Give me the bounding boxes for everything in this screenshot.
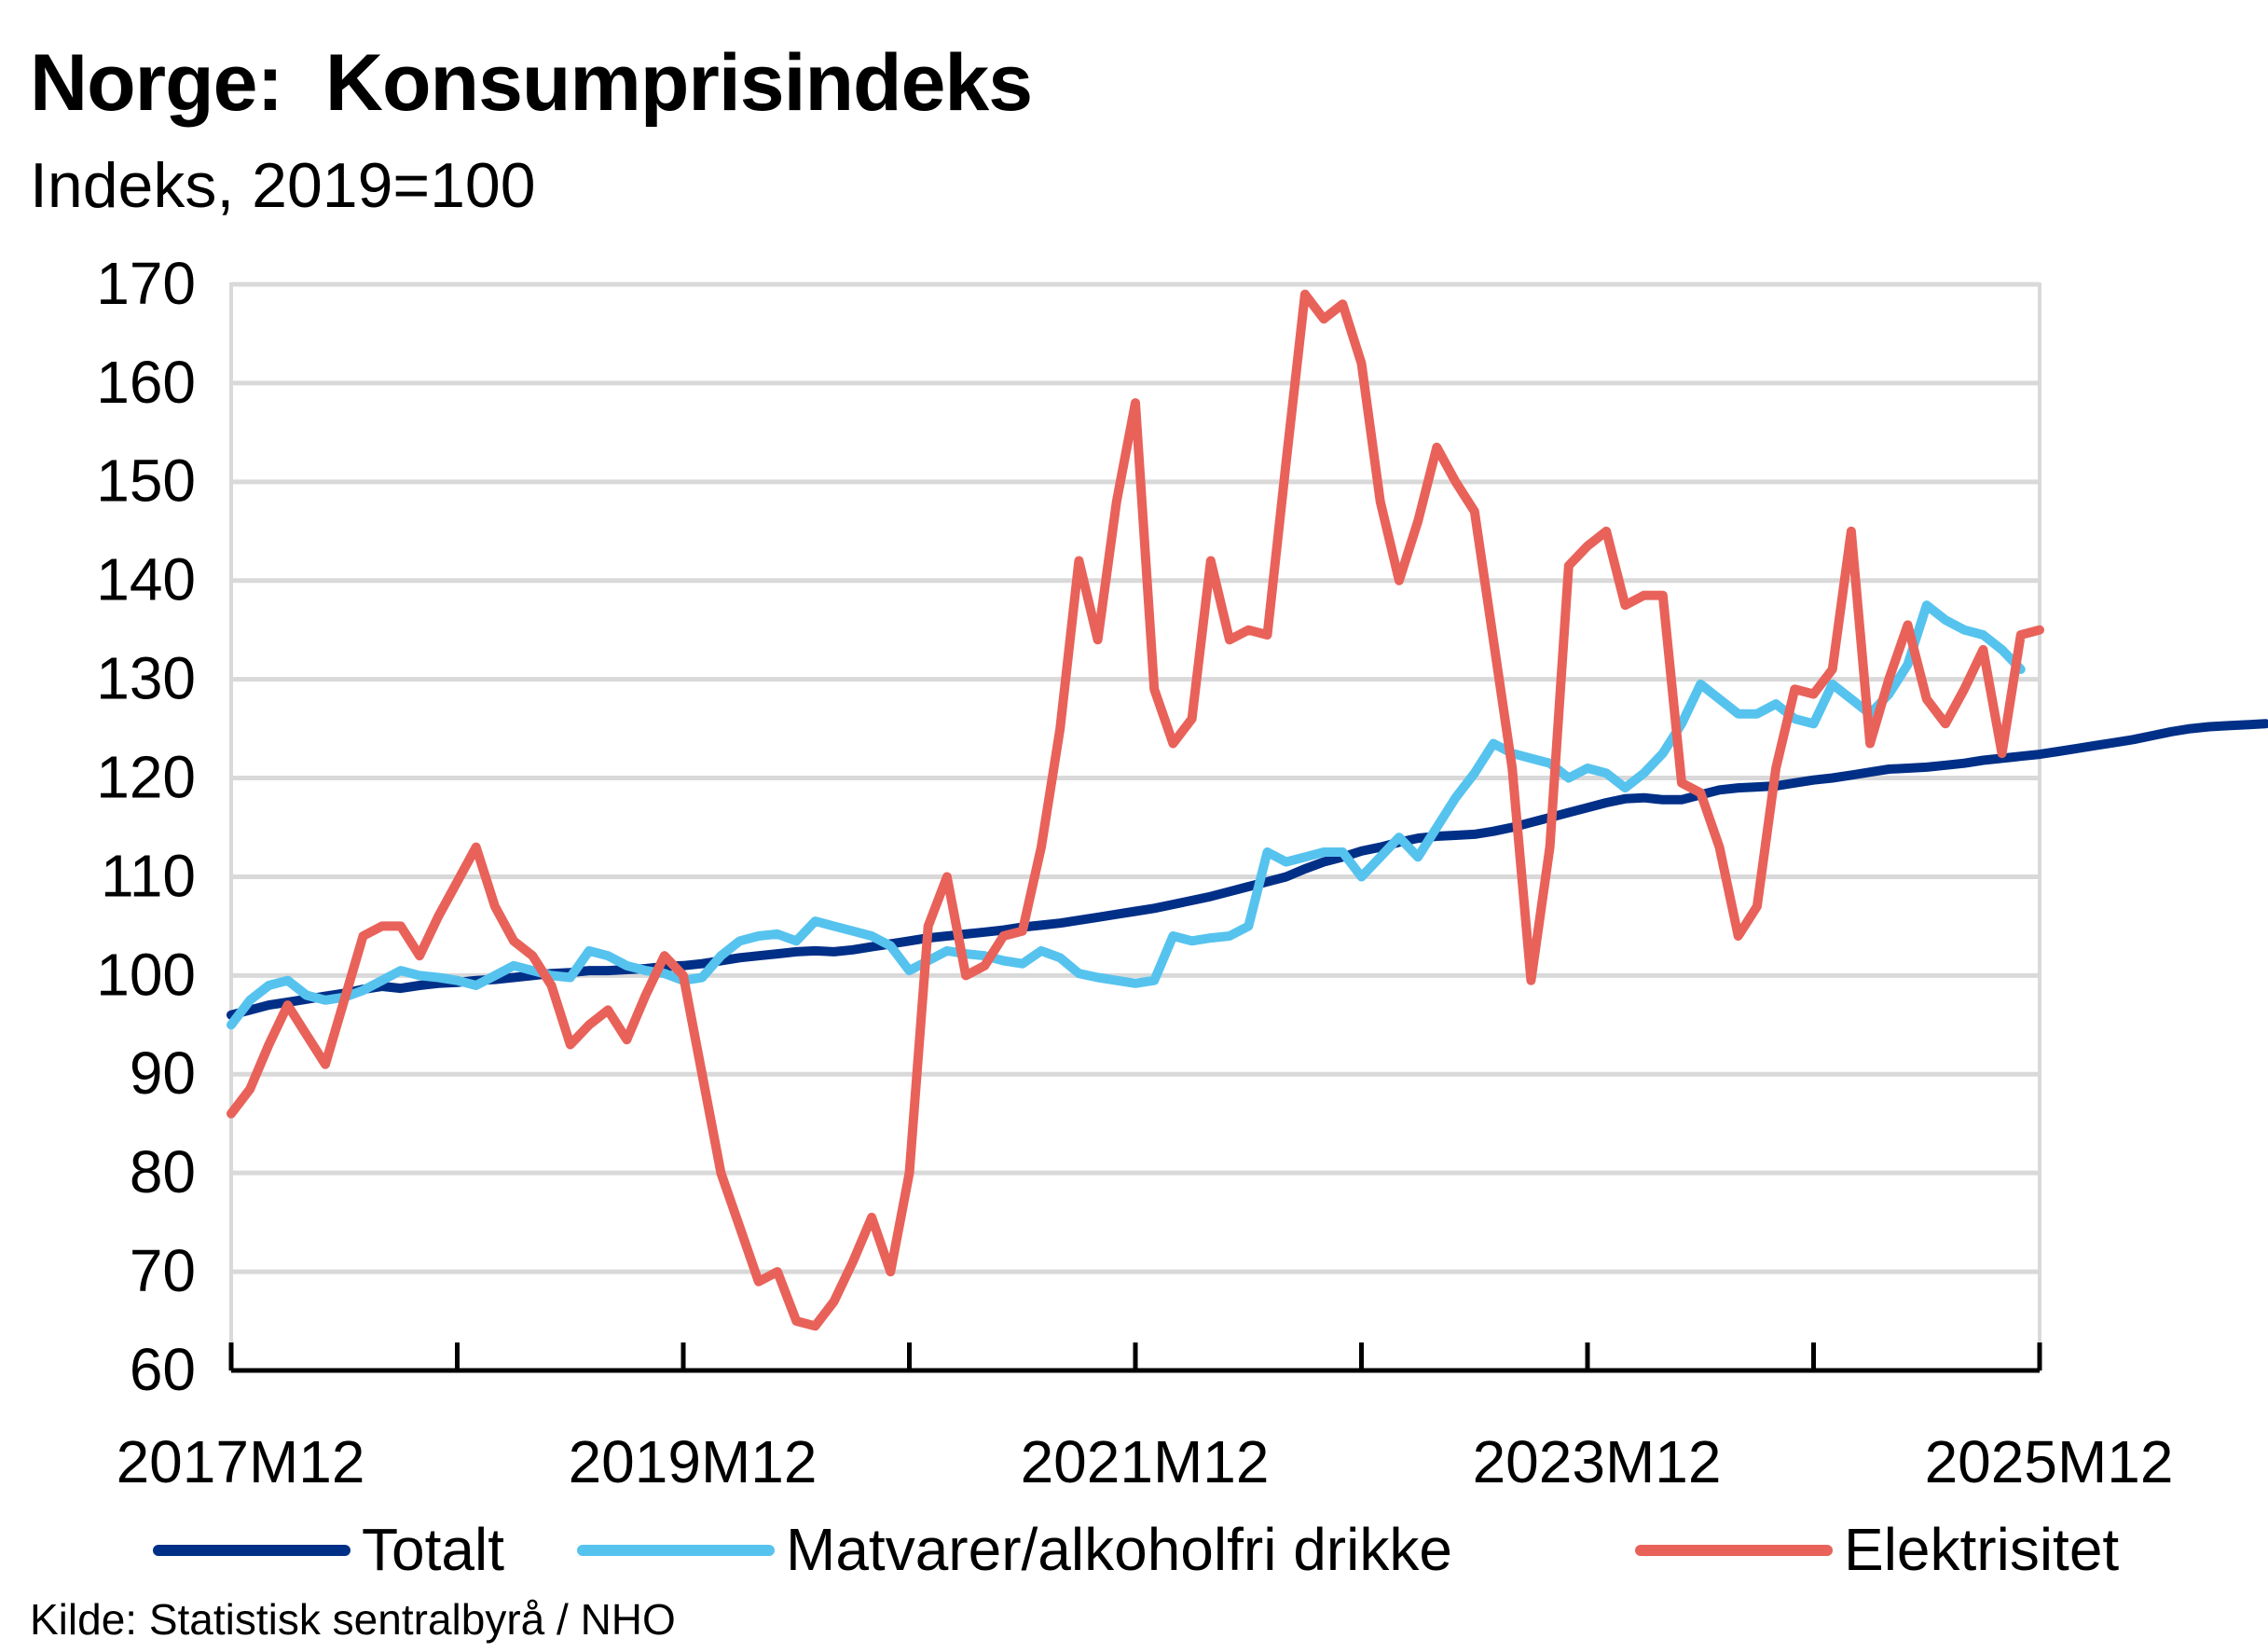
- x-tick-label: 2023M12: [1473, 1428, 1722, 1495]
- legend-label: Matvarer/alkoholfri drikke: [786, 1516, 1452, 1583]
- y-tick-label: 60: [130, 1336, 196, 1403]
- x-tick-label: 2025M12: [1925, 1428, 2174, 1495]
- y-tick-label: 110: [101, 842, 196, 909]
- y-tick-label: 130: [96, 645, 196, 712]
- x-tick-label: 2021M12: [1021, 1428, 1270, 1495]
- y-tick-label: 90: [130, 1039, 196, 1107]
- chart-title: Norge: Konsumprisindeks: [30, 38, 1033, 128]
- series-lines: [227, 289, 2268, 1331]
- y-axis-ticks: 60 70 80 90 100 110 120 130 140 150 160 170: [96, 250, 196, 1403]
- y-tick-label: 170: [96, 250, 196, 317]
- legend-label: Elektrisitet: [1844, 1516, 2119, 1583]
- series-line-2: [227, 600, 2026, 1030]
- x-tick-label: 2019M12: [569, 1428, 818, 1495]
- x-tick-label: 2017M12: [117, 1428, 365, 1495]
- y-tick-label: 70: [130, 1237, 196, 1304]
- y-tick-label: 120: [96, 743, 196, 810]
- y-tick-label: 140: [96, 546, 196, 613]
- y-tick-label: 160: [96, 349, 196, 416]
- series-line-3: [227, 289, 2044, 1331]
- y-tick-label: 150: [96, 447, 196, 515]
- source-note: Kilde: Statistisk sentralbyrå / NHO: [30, 1595, 676, 1644]
- x-axis: 2017M12 2019M12 2021M12 2023M12 2025M12: [117, 1342, 2174, 1495]
- legend: Totalt Matvarer/alkoholfri drikke Elektris…: [153, 1516, 2119, 1583]
- chart-subtitle: Indeks, 2019=100: [30, 150, 536, 221]
- y-tick-label: 100: [96, 941, 196, 1008]
- legend-label: Totalt: [362, 1516, 504, 1583]
- y-tick-label: 80: [130, 1138, 196, 1205]
